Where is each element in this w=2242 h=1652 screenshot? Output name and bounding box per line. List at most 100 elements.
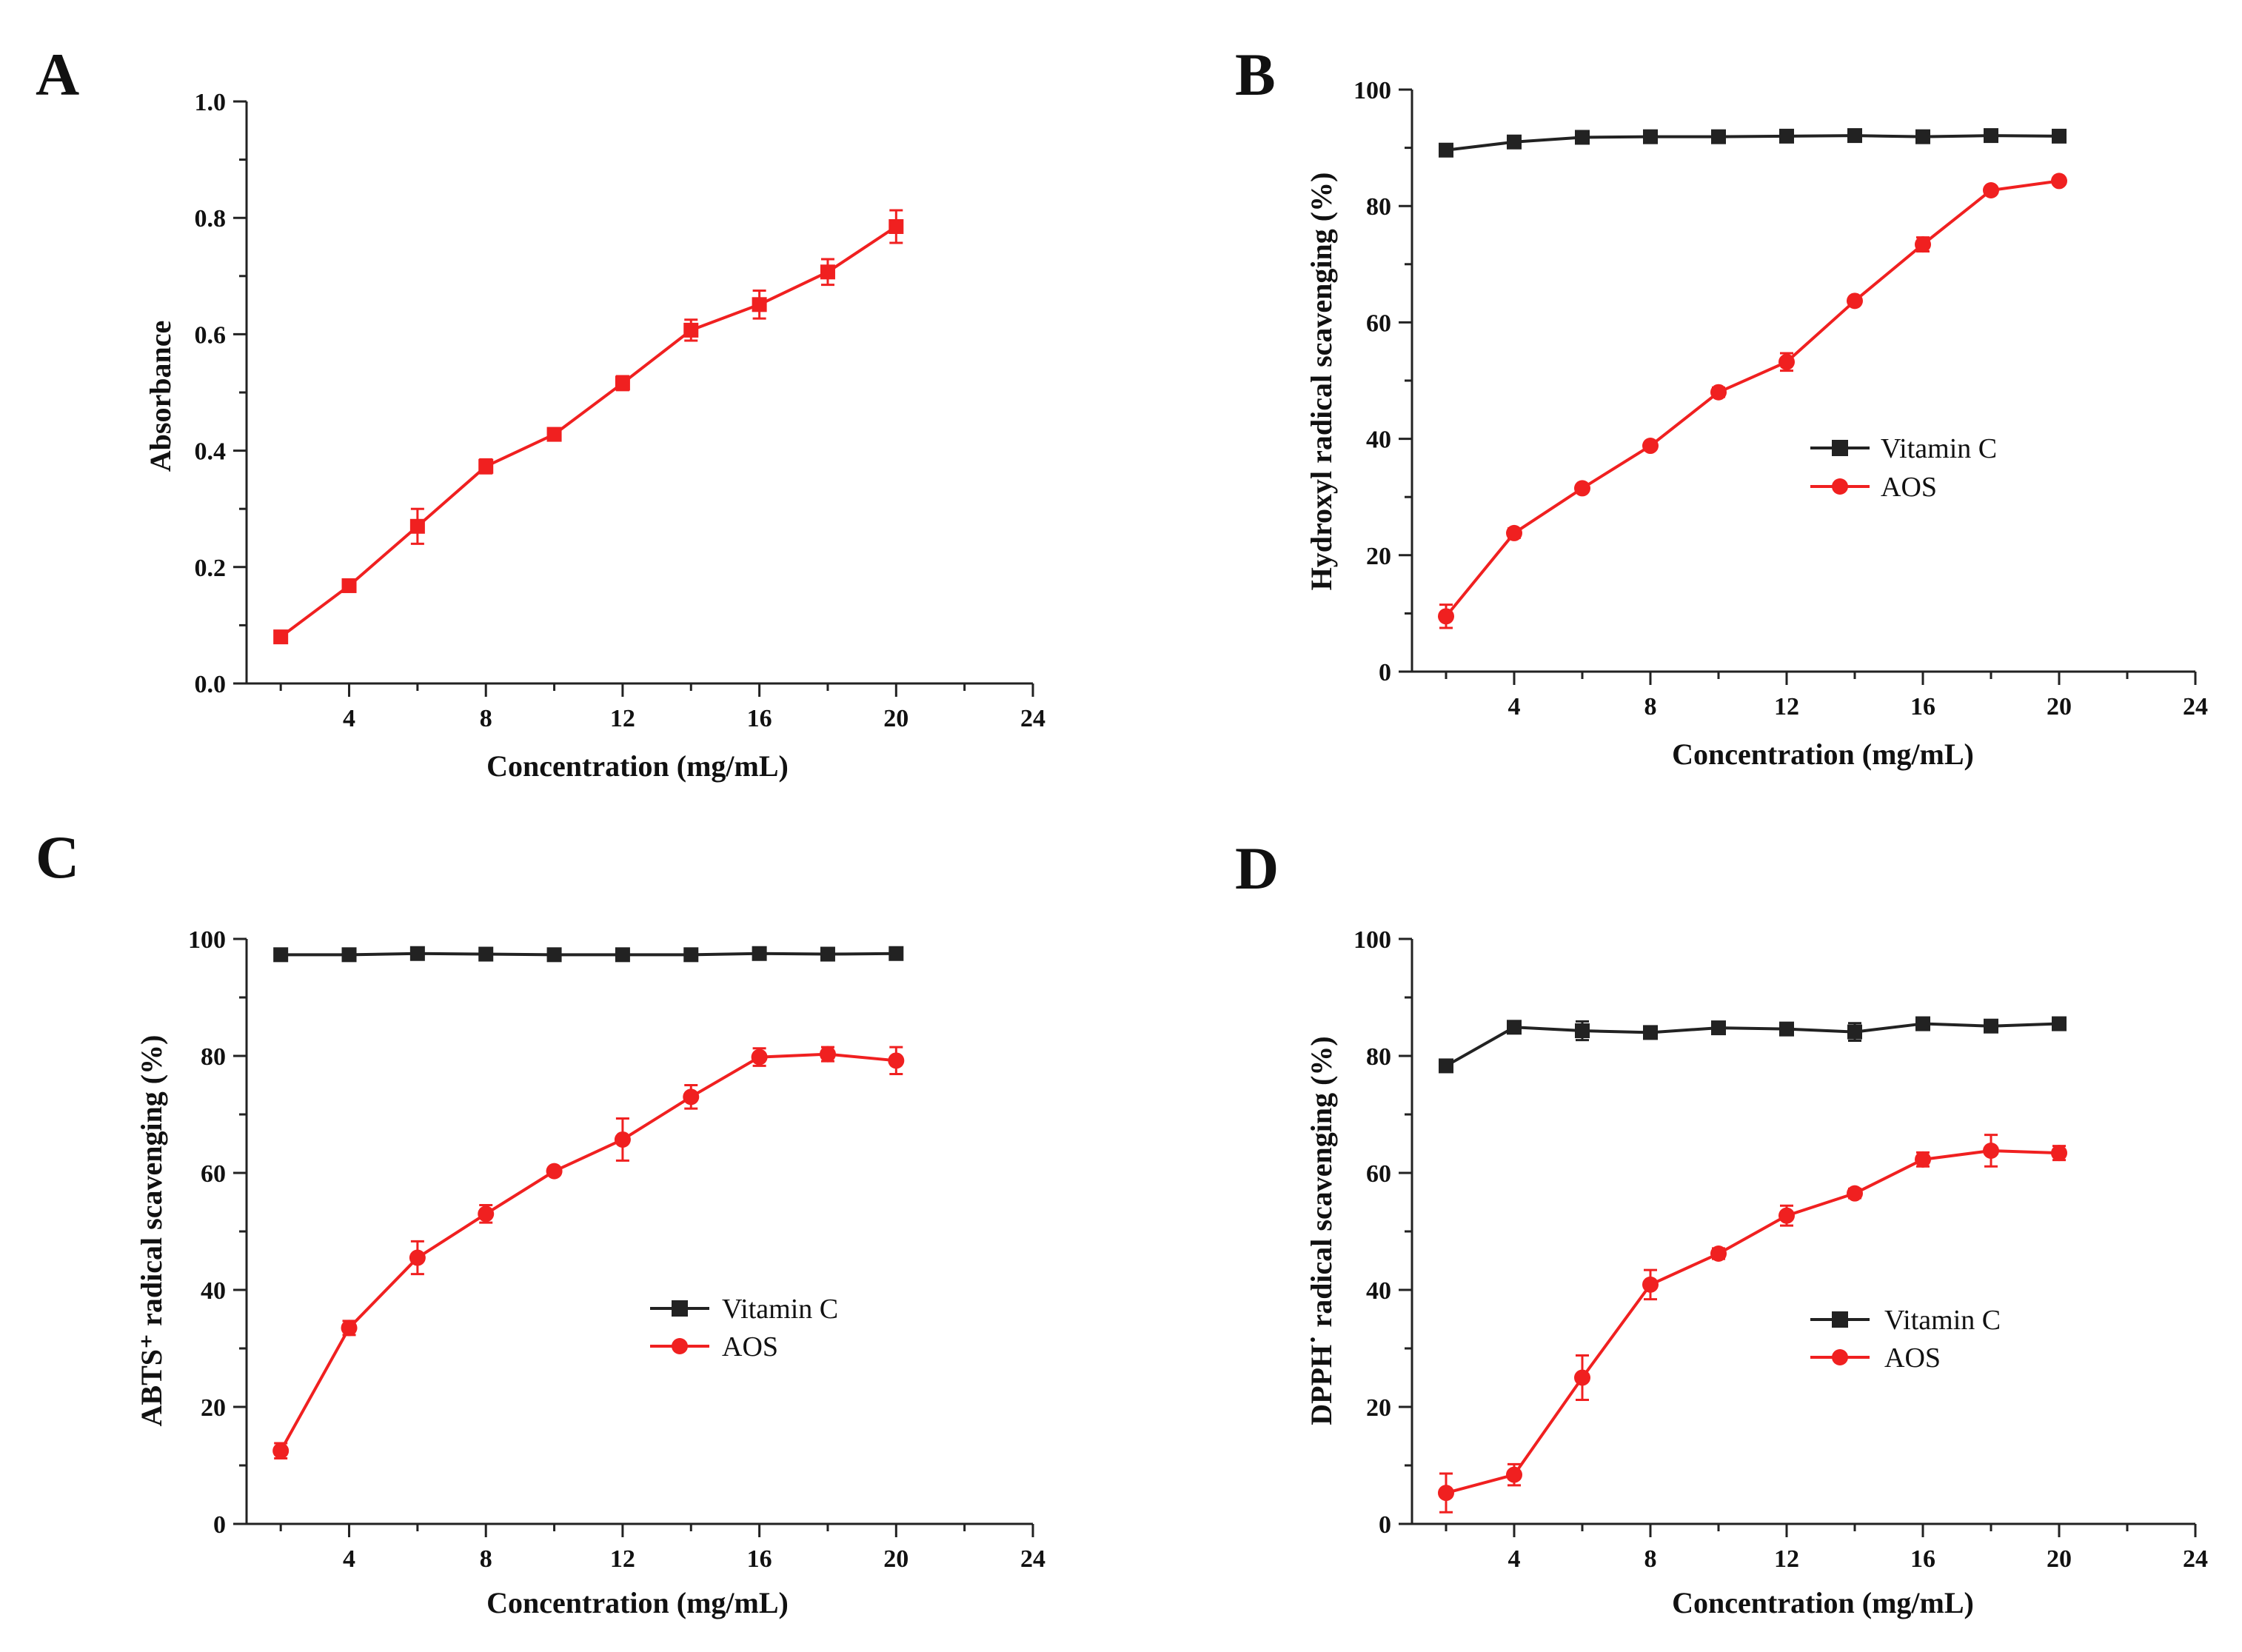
panel-b-x-tick-label: 20 (2047, 693, 2072, 720)
panel-b-vitamin-c-point (1984, 128, 1998, 144)
panel-a-x-tick-label: 16 (747, 705, 772, 732)
panel-b-vitamin-c-point (1711, 129, 1726, 144)
panel-b-y-tick-label: 0 (1379, 659, 1391, 686)
panel-a-series-0-point (683, 322, 699, 338)
panel-c-y-tick-label: 0 (213, 1511, 226, 1539)
panel-d-vitamin-c-point (1915, 1016, 1930, 1031)
panel-d-vitamin-c-point (1984, 1018, 1998, 1034)
panel-c-aos-point (888, 1052, 905, 1069)
panel-c: C 4 8 12 16 20 24 0 20 40 60 80 100 Concentration (… (36, 823, 1045, 1619)
panel-c-vitamin-c-point (478, 946, 494, 962)
panel-c-legend: Vitamin C AOS (650, 1294, 838, 1362)
panel-d-ylabel: DPPH˙ radical scavenging (%) (1305, 1036, 1338, 1425)
panel-a-series-0-point (889, 218, 904, 234)
panel-c-aos-point (409, 1249, 426, 1266)
panel-a-y-tick-label: 0.0 (195, 671, 227, 698)
panel-d-vitamin-c-point (1439, 1058, 1453, 1074)
panel-b-aos-point (1847, 292, 1863, 310)
panel-d-vitamin-c-line (1445, 1022, 2060, 1068)
panel-d-plot: 4 8 12 16 20 24 0 20 40 60 80 100 (1353, 926, 2208, 1573)
panel-c-xlabel: Concentration (mg/mL) (486, 1586, 789, 1619)
panel-b-aos-point (1642, 438, 1659, 455)
panel-c-legend-vitc-label: Vitamin C (722, 1294, 838, 1325)
panel-c-y-tick-label: 100 (188, 926, 226, 954)
panel-b-y-tick-label: 80 (1366, 193, 1391, 221)
panel-d-aos-line (1445, 1148, 2060, 1495)
panel-d-x-tick-label: 8 (1644, 1545, 1657, 1573)
panel-c-aos-point (272, 1442, 290, 1459)
panel-c-aos-point (341, 1320, 358, 1337)
panel-a-series-0-point (478, 458, 494, 474)
panel-c-aos-point (614, 1131, 631, 1148)
panel-c-x-tick-label: 12 (610, 1545, 635, 1573)
panel-a: A 4 8 12 16 20 24 0.0 0.2 0.4 0.6 0.8 1.0 Concentra… (36, 41, 1045, 783)
panel-c-aos-point (546, 1163, 563, 1180)
panel-c-vitamin-c-point (409, 946, 425, 961)
panel-b-aos-point (1778, 353, 1795, 370)
panel-b-letter: B (1235, 41, 1276, 108)
panel-b-vitamin-c-point (1779, 128, 1794, 144)
panel-c-vitamin-c-point (341, 947, 357, 963)
panel-b-y-tick-label: 100 (1353, 77, 1391, 104)
panel-c-aos-line (279, 1052, 897, 1452)
panel-c-vitamin-c-point (546, 947, 562, 963)
panel-a-y-tick-label: 0.6 (195, 321, 227, 349)
panel-d-vitamin-c-point (1507, 1020, 1522, 1035)
panel-b-x-tick-label: 12 (1774, 693, 1799, 720)
panel-a-y-tick-label: 0.4 (195, 438, 227, 466)
panel-c-letter: C (36, 823, 79, 891)
panel-c-aos-point (819, 1046, 836, 1063)
panel-d-aos-point (2051, 1145, 2067, 1162)
panel-c-x-tick-label: 24 (1020, 1545, 1045, 1573)
panel-d-vitamin-c-point (1575, 1023, 1590, 1039)
panel-a-x-tick-label: 12 (610, 705, 635, 732)
panel-c-y-tick-label: 40 (201, 1277, 226, 1305)
panel-b: B 4 8 12 16 20 24 0 20 40 60 80 100 Concentration (… (1235, 41, 2208, 771)
panel-d-aos-point (1642, 1276, 1659, 1293)
panel-a-series-0-point (615, 375, 630, 391)
panel-b-legend-vitc-label: Vitamin C (1881, 433, 1997, 464)
panel-c-legend-aos-label: AOS (722, 1331, 778, 1362)
panel-a-x-tick-label: 4 (343, 705, 355, 732)
panel-b-aos-point (1574, 480, 1590, 497)
panel-a-x-tick-label: 24 (1020, 705, 1045, 732)
panel-b-y-tick-label: 60 (1366, 310, 1391, 337)
panel-a-plot: 4 8 12 16 20 24 0.0 0.2 0.4 0.6 0.8 1.0 (195, 89, 1046, 732)
panel-c-x-tick-label: 8 (480, 1545, 492, 1573)
panel-b-x-tick-label: 4 (1508, 693, 1521, 720)
panel-d-legend-vitc-label: Vitamin C (1884, 1305, 2001, 1336)
panel-c-vitamin-c-point (273, 947, 289, 963)
panel-d-vitamin-c-point (1711, 1020, 1726, 1036)
panel-a-xlabel: Concentration (mg/mL) (486, 749, 789, 783)
panel-a-x-tick-label: 8 (480, 705, 492, 732)
panel-b-aos-point (1438, 608, 1454, 625)
panel-d-x-tick-label: 16 (1910, 1545, 1935, 1573)
panel-c-vitamin-c-point (820, 946, 835, 962)
panel-d-aos-point (1778, 1207, 1795, 1224)
panel-d-vitamin-c-point (1847, 1024, 1862, 1040)
panel-c-plot: 4 8 12 16 20 24 0 20 40 60 80 100 (188, 926, 1045, 1573)
panel-b-x-tick-label: 8 (1644, 693, 1657, 720)
panel-b-vitamin-c-point (2052, 128, 2067, 144)
panel-c-vitamin-c-point (615, 947, 630, 963)
panel-b-vitamin-c-point (1507, 134, 1522, 150)
panel-a-series-0-point (752, 297, 767, 312)
panel-d-x-tick-label: 20 (2047, 1545, 2072, 1573)
panel-b-vitamin-c-point (1915, 129, 1930, 144)
panel-d-aos-point (1915, 1151, 1931, 1168)
panel-a-letter: A (36, 41, 79, 108)
panel-b-legend: Vitamin C AOS (1810, 433, 1997, 503)
panel-c-x-tick-label: 16 (747, 1545, 772, 1573)
panel-a-x-tick-label: 20 (883, 705, 908, 732)
panel-d-aos-point (1438, 1485, 1454, 1502)
panel-c-legend-vitc-marker (672, 1300, 688, 1317)
panel-b-vitamin-c-point (1439, 142, 1453, 158)
panel-b-legend-aos-marker (1832, 478, 1848, 495)
panel-c-vitamin-c-point (683, 947, 699, 963)
panel-c-vitamin-c-point (889, 946, 904, 961)
panel-b-vitamin-c-line (1445, 134, 2060, 152)
panel-c-aos-point (478, 1205, 495, 1223)
panel-d-legend: Vitamin C AOS (1810, 1305, 2001, 1374)
panel-a-series-0-point (273, 629, 289, 645)
